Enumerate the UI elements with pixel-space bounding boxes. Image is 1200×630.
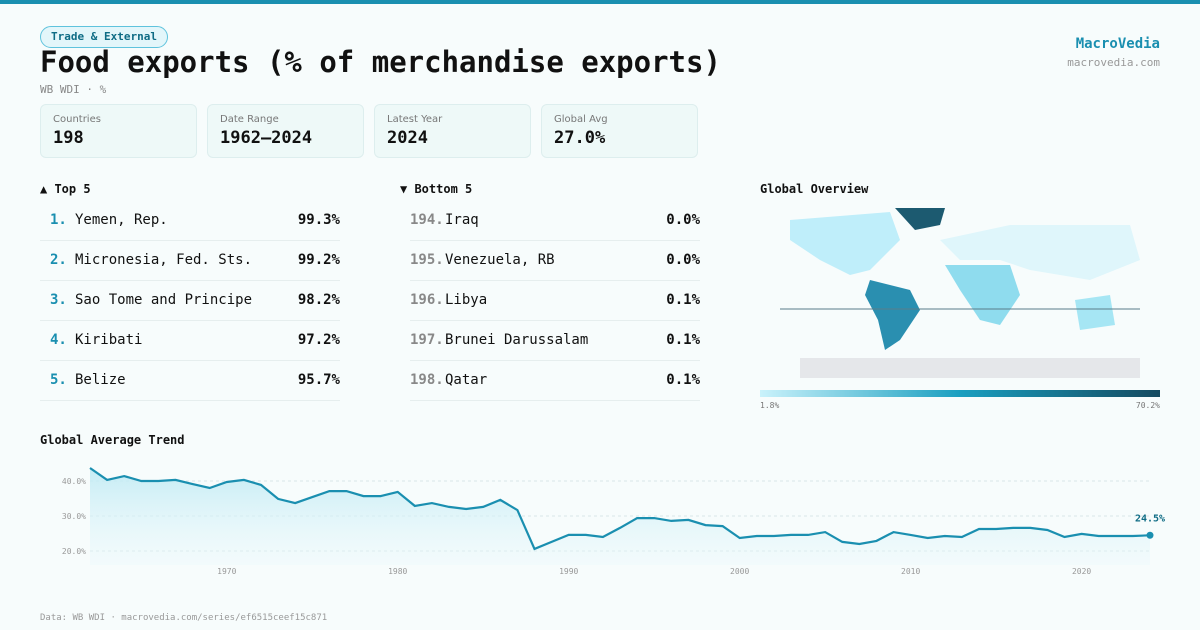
section-title: ▲ Top 5	[40, 182, 91, 196]
x-tick-label: 2000	[730, 567, 749, 576]
value: 99.2%	[297, 252, 340, 268]
australia	[1075, 295, 1115, 330]
value: 0.1%	[666, 372, 700, 388]
value: 0.0%	[666, 212, 700, 228]
stat-value: 27.0%	[554, 128, 606, 148]
section-title: Global Overview	[760, 182, 869, 196]
country: Libya	[445, 292, 488, 308]
y-tick-label: 20.0%	[62, 547, 86, 556]
rank: 196.	[410, 292, 444, 308]
rank: 5.	[50, 372, 67, 388]
rank: 2.	[50, 252, 67, 268]
badge[interactable]: Trade & External	[40, 26, 168, 48]
scale-min: 1.8%	[760, 401, 779, 410]
greenland	[895, 208, 945, 230]
title: Food exports (% of merchandise exports)	[40, 45, 721, 79]
value: 99.3%	[297, 212, 340, 228]
country: Sao Tome and Principe	[75, 292, 253, 308]
country: Belize	[75, 372, 126, 388]
rank: 4.	[50, 332, 67, 348]
rank-row: 194. Iraq 0.0%	[410, 200, 700, 241]
x-tick-label: 1970	[217, 567, 236, 576]
rank-row: 3. Sao Tome and Principe 98.2%	[40, 280, 340, 321]
end-point	[1146, 531, 1154, 539]
rank-row: 1. Yemen, Rep. 99.3%	[40, 200, 340, 241]
scale-max: 70.2%	[1136, 401, 1160, 410]
rank: 1.	[50, 212, 67, 228]
country: Kiribati	[75, 332, 143, 348]
stat-label: Global Avg	[554, 114, 608, 125]
x-tick-label: 2010	[901, 567, 920, 576]
rank: 198.	[410, 372, 444, 388]
stat-label: Date Range	[220, 114, 279, 125]
stat-value: 198	[53, 128, 84, 148]
value: 0.1%	[666, 292, 700, 308]
site: macrovedia.com	[1067, 56, 1160, 69]
y-tick-label: 30.0%	[62, 512, 86, 521]
south-america	[865, 280, 920, 350]
world-map: 1.8% 70.2%	[760, 208, 1160, 410]
stat-card: Latest Year 2024	[374, 104, 531, 158]
value: 98.2%	[297, 292, 340, 308]
area	[90, 468, 1150, 565]
stat-card: Countries 198	[40, 104, 197, 158]
rank: 195.	[410, 252, 444, 268]
north-america	[790, 212, 900, 275]
country: Micronesia, Fed. Sts.	[75, 252, 253, 268]
chart-title: Global Average Trend	[40, 433, 185, 447]
rank-row: 196. Libya 0.1%	[410, 280, 700, 321]
line	[89, 467, 1151, 551]
rank: 194.	[410, 212, 444, 228]
subtitle: WB WDI · %	[40, 83, 107, 96]
country: Brunei Darussalam	[445, 332, 589, 348]
color-scale	[760, 390, 1160, 397]
x-tick-label: 1980	[388, 567, 407, 576]
footer: Data: WB WDI · macrovedia.com/series/ef6…	[40, 613, 328, 623]
rank-row: 195. Venezuela, RB 0.0%	[410, 240, 700, 281]
stat-value: 1962–2024	[220, 128, 313, 148]
rank-row: 4. Kiribati 97.2%	[40, 320, 340, 361]
stat-card: Global Avg 27.0%	[541, 104, 698, 158]
rank: 3.	[50, 292, 67, 308]
eurasia	[940, 225, 1140, 280]
x-tick-label: 2020	[1072, 567, 1091, 576]
africa	[945, 265, 1020, 325]
rank: 197.	[410, 332, 444, 348]
antarctica	[800, 358, 1140, 378]
y-tick-label: 40.0%	[62, 477, 86, 486]
country: Iraq	[445, 212, 479, 228]
stat-label: Countries	[53, 114, 101, 125]
rank-row: 5. Belize 95.7%	[40, 360, 340, 401]
value: 97.2%	[297, 332, 340, 348]
rank-row: 198. Qatar 0.1%	[410, 360, 700, 401]
country: Venezuela, RB	[445, 252, 555, 268]
stat-label: Latest Year	[387, 114, 443, 125]
value: 0.0%	[666, 252, 700, 268]
country: Qatar	[445, 372, 488, 388]
rank-row: 197. Brunei Darussalam 0.1%	[410, 320, 700, 361]
value-label: 24.5%	[1135, 513, 1165, 524]
top-bar	[0, 0, 1200, 4]
country: Yemen, Rep.	[75, 212, 168, 228]
x-tick-label: 1990	[559, 567, 578, 576]
section-title: ▼ Bottom 5	[400, 182, 473, 196]
rank-row: 2. Micronesia, Fed. Sts. 99.2%	[40, 240, 340, 281]
stat-card: Date Range 1962–2024	[207, 104, 364, 158]
brand[interactable]: MacroVedia	[1075, 36, 1160, 52]
value: 0.1%	[666, 332, 700, 348]
stat-value: 2024	[387, 128, 428, 148]
value: 95.7%	[297, 372, 340, 388]
